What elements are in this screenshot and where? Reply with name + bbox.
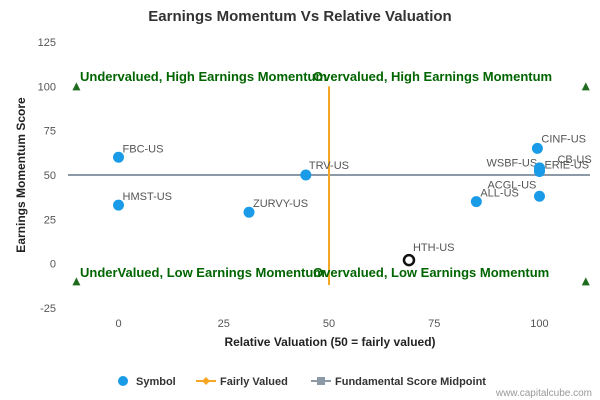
quadrant-top-right: Overvalued, High Earnings Momentum	[313, 69, 552, 84]
y-tick-label: 100	[38, 81, 56, 93]
y-tick-label: 50	[44, 170, 56, 182]
y-tick-label: 25	[44, 214, 56, 226]
y-axis-label: Earnings Momentum Score	[14, 97, 28, 253]
data-points: FBC-USHMST-USZURVY-USTRV-USALL-USACGL-US…	[113, 133, 592, 265]
legend-midpoint-marker	[317, 377, 325, 385]
data-point-label: ZURVY-US	[253, 198, 308, 210]
chart-title: Earnings Momentum Vs Relative Valuation	[148, 8, 451, 25]
quadrant-marker-triangle	[582, 277, 590, 285]
legend-midpoint-label[interactable]: Fundamental Score Midpoint	[335, 376, 486, 388]
y-tick-label: 75	[44, 126, 56, 138]
x-tick-label: 25	[218, 318, 230, 330]
x-axis-ticks: 0 25 50 75 100	[115, 318, 548, 330]
data-point[interactable]	[534, 162, 545, 173]
quadrant-bottom-right: Overvalued, Low Earnings Momentum	[313, 265, 549, 280]
credit-text[interactable]: www.capitalcube.com	[495, 388, 592, 399]
quadrant-bottom-left: UnderValued, Low Earnings Momentum	[80, 265, 325, 280]
highlighted-data-point[interactable]	[404, 255, 414, 265]
legend-symbol-label[interactable]: Symbol	[136, 376, 176, 388]
quadrant-top-left: Undervalued, High Earnings Momentum	[80, 69, 327, 84]
legend-fairly-valued-marker	[202, 377, 210, 385]
legend-fairly-valued-label[interactable]: Fairly Valued	[220, 376, 288, 388]
legend-symbol-marker	[118, 376, 128, 386]
data-point-label: WSBF-US	[486, 158, 537, 170]
x-axis-label: Relative Valuation (50 = fairly valued)	[224, 335, 435, 349]
data-point-label: HMST-US	[123, 191, 173, 203]
data-point-label: CINF-US	[541, 133, 586, 145]
y-tick-label: -25	[40, 303, 56, 315]
x-tick-label: 100	[530, 318, 548, 330]
y-tick-label: 0	[50, 259, 56, 271]
y-tick-label: 125	[38, 37, 56, 49]
y-axis-ticks: -25 0 25 50 75 100 125	[38, 37, 56, 315]
data-point-label: FBC-US	[123, 143, 164, 155]
data-point[interactable]	[534, 191, 545, 202]
legend: Symbol Fairly Valued Fundamental Score M…	[118, 376, 486, 388]
x-tick-label: 50	[323, 318, 335, 330]
x-tick-label: 0	[115, 318, 121, 330]
quadrant-marker-triangle	[582, 82, 590, 90]
highlighted-data-point-label: HTH-US	[413, 242, 455, 254]
data-point-label: CB-US	[557, 154, 591, 166]
data-point-label: TRV-US	[309, 160, 349, 172]
data-point-label: ACGL-US	[487, 179, 536, 191]
x-tick-label: 75	[428, 318, 440, 330]
